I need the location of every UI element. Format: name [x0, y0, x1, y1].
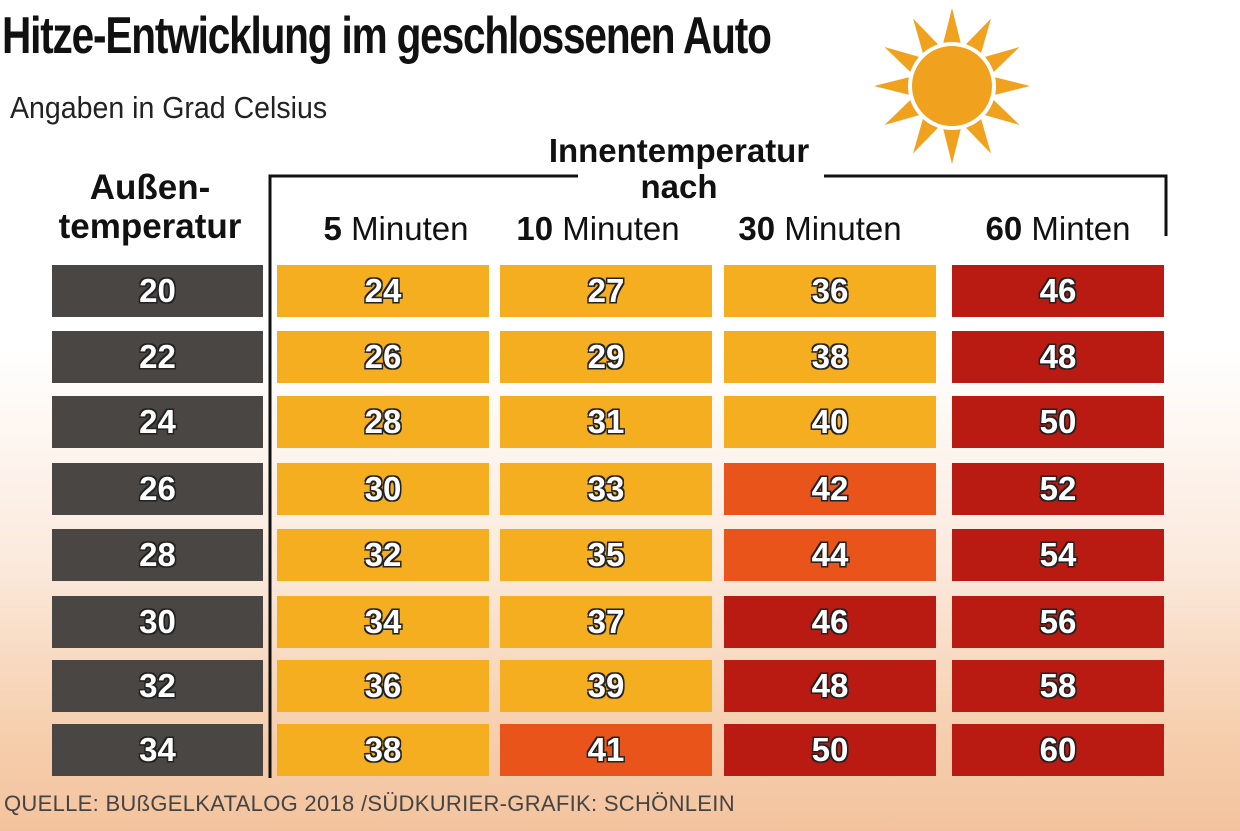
column-header-5-min: 5 Minuten: [286, 210, 506, 248]
column-header-unit: Minuten: [562, 210, 680, 247]
sun-ray: [943, 129, 961, 164]
inside-temperature-cell: 54: [952, 529, 1164, 581]
outside-header-line: temperatur: [58, 207, 242, 246]
inside-temperature-cell: 46: [952, 265, 1164, 317]
inside-temperature-cell: 56: [952, 596, 1164, 648]
column-header-number: 5: [323, 210, 342, 247]
inside-temperature-cell: 32: [277, 529, 489, 581]
inside-header-line: nach: [640, 168, 718, 205]
outside-temperature-cell: 20: [52, 265, 263, 317]
sun-ray: [984, 47, 1020, 73]
inside-temperature-cell: 24: [277, 265, 489, 317]
inside-temperature-cell: 52: [952, 463, 1164, 515]
outside-temperature-cell: 30: [52, 596, 263, 648]
chart-subtitle: Angaben in Grad Celsius: [10, 90, 328, 125]
sun-ray: [965, 18, 991, 54]
outside-temperature-cell: 34: [52, 724, 263, 776]
sun-ray: [874, 77, 909, 95]
column-header-number: 60: [985, 210, 1023, 247]
inside-temperature-cell: 30: [277, 463, 489, 515]
outside-temperature-cell: 24: [52, 396, 263, 448]
inside-temperature-cell: 48: [724, 660, 936, 712]
inside-temperature-cell: 27: [500, 265, 712, 317]
sun-ray: [884, 47, 920, 73]
inside-temperature-cell: 40: [724, 396, 936, 448]
column-header-60-min: 60 Minten: [948, 210, 1168, 248]
sun-ray: [984, 99, 1020, 125]
inside-temperature-cell: 29: [500, 331, 712, 383]
sun-ray: [965, 118, 991, 154]
inside-temperature-cell: 50: [724, 724, 936, 776]
inside-temperature-cell: 36: [724, 265, 936, 317]
inside-temperature-cell: 28: [277, 396, 489, 448]
chart-title: Hitze-Entwicklung im geschlossenen Auto: [2, 7, 772, 65]
outside-temperature-cell: 26: [52, 463, 263, 515]
inside-temperature-cell: 48: [952, 331, 1164, 383]
inside-temperature-cell: 34: [277, 596, 489, 648]
inside-temperature-cell: 46: [724, 596, 936, 648]
inside-temperature-header: Innentemperatur nach: [548, 133, 810, 205]
sun-ray: [913, 18, 939, 54]
column-header-30-min: 30 Minuten: [710, 210, 930, 248]
sun-ray: [995, 77, 1030, 95]
inside-temperature-cell: 42: [724, 463, 936, 515]
inside-temperature-cell: 31: [500, 396, 712, 448]
inside-temperature-cell: 38: [277, 724, 489, 776]
inside-header-line: Innentemperatur: [548, 132, 810, 169]
inside-temperature-cell: 37: [500, 596, 712, 648]
inside-temperature-cell: 58: [952, 660, 1164, 712]
inside-temperature-cell: 41: [500, 724, 712, 776]
inside-temperature-cell: 60: [952, 724, 1164, 776]
sun-ray: [913, 118, 939, 154]
source-note: QUELLE: BUßGELKATALOG 2018 /SÜDKURIER-GR…: [4, 791, 735, 816]
column-header-10-min: 10 Minuten: [488, 210, 708, 248]
outside-temperature-cell: 32: [52, 660, 263, 712]
column-header-unit: Minuten: [351, 210, 469, 247]
column-header-unit: Minten: [1031, 210, 1131, 247]
column-header-number: 30: [738, 210, 776, 247]
outside-temperature-cell: 22: [52, 331, 263, 383]
outside-temperature-cell: 28: [52, 529, 263, 581]
column-header-unit: Minuten: [784, 210, 902, 247]
sun-ray: [943, 8, 961, 43]
inside-temperature-cell: 35: [500, 529, 712, 581]
inside-temperature-cell: 33: [500, 463, 712, 515]
sun-icon: [874, 8, 1030, 164]
inside-temperature-cell: 39: [500, 660, 712, 712]
column-header-number: 10: [516, 210, 554, 247]
inside-temperature-cell: 44: [724, 529, 936, 581]
sun-ray: [884, 99, 920, 125]
inside-temperature-cell: 36: [277, 660, 489, 712]
outside-temperature-header: Außen- temperatur: [40, 168, 260, 246]
inside-temperature-cell: 38: [724, 331, 936, 383]
inside-temperature-cell: 26: [277, 331, 489, 383]
inside-temperature-cell: 50: [952, 396, 1164, 448]
outside-header-line: Außen-: [89, 168, 211, 207]
